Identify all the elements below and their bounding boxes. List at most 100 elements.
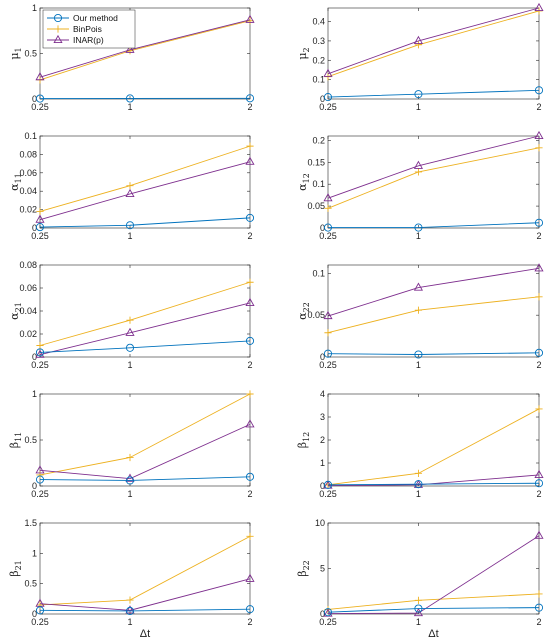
x-tick-label: 2 [536, 360, 541, 370]
y-axis-label: μ1 [8, 47, 23, 59]
data-point-binpois [246, 278, 254, 286]
data-point-binpois [324, 329, 332, 337]
subplot-b21: 0 0.5 1 1.5 0.25 1 2 β21 [8, 518, 255, 627]
axes-box [327, 264, 540, 358]
data-point-inarp [245, 14, 255, 23]
data-point-inarp [413, 35, 423, 44]
x-tick-label: 1 [416, 360, 421, 370]
y-tick-label: 4 [320, 389, 325, 399]
x-tick-label: 0.25 [31, 360, 49, 370]
data-point-inarp [413, 282, 423, 291]
y-tick-label: 0.5 [24, 579, 37, 589]
x-tick-label: 2 [247, 231, 252, 241]
data-point-inarp [35, 214, 45, 223]
data-point-binpois [246, 390, 254, 398]
x-tick-label: 1 [127, 102, 132, 112]
y-tick-label: 0.2 [312, 135, 325, 145]
x-tick-label: 0.25 [319, 102, 337, 112]
data-point-ourmethod [414, 90, 423, 99]
legend-marker [53, 13, 63, 23]
y-tick-label: 0 [320, 352, 325, 362]
data-point-binpois [535, 590, 543, 598]
data-point-binpois [126, 316, 134, 324]
y-axis-label: α11 [8, 173, 23, 191]
x-tick-label: 1 [416, 102, 421, 112]
data-point-binpois [126, 453, 134, 462]
y-tick-label: 0 [320, 609, 325, 619]
x-tick-label: 2 [536, 231, 541, 241]
data-point-binpois [414, 306, 423, 314]
data-point-inarp [35, 349, 45, 358]
y-tick-label: 1 [32, 389, 37, 399]
y-axis-label: α12 [296, 173, 311, 191]
data-point-ourmethod [414, 350, 423, 359]
y-tick-label: 0.04 [19, 306, 37, 316]
subplot-mu2: 0 0.1 0.2 0.3 0.4 0.25 1 2 μ2 [296, 2, 544, 112]
x-tick-label: 1 [127, 360, 132, 370]
y-tick-label: 0.02 [19, 205, 37, 215]
axes-box [327, 522, 540, 615]
x-tick-label: 1 [416, 489, 421, 499]
data-point-ourmethod [534, 603, 544, 612]
series-line-ourmethod [328, 222, 540, 229]
data-point-binpois [36, 341, 44, 350]
subplot-b22: 0 5 10 0.25 1 2 β22 [296, 518, 544, 627]
series-line-ourmethod [327, 607, 540, 613]
data-point-ourmethod [414, 604, 423, 613]
legend-entry-label: INAR(p) [73, 35, 104, 45]
y-tick-label: 0 [320, 481, 325, 491]
x-tick-label: 2 [536, 489, 541, 499]
axes-box [39, 264, 251, 358]
subplot-b11: 0 0.5 1 0.25 1 2 β11 [8, 389, 255, 499]
data-point-ourmethod [125, 343, 135, 352]
y-tick-label: 0.5 [24, 435, 37, 445]
data-point-ourmethod [323, 223, 333, 232]
y-tick-label: 1 [320, 458, 325, 468]
data-point-inarp [534, 530, 544, 539]
data-point-inarp [125, 605, 135, 614]
y-tick-label: 0.08 [19, 260, 37, 270]
data-point-binpois [535, 144, 543, 152]
x-tick-label: 2 [536, 102, 541, 112]
data-point-inarp [125, 327, 135, 336]
data-point-inarp [245, 156, 255, 165]
data-point-ourmethod [125, 94, 135, 103]
data-point-inarp [323, 193, 333, 202]
subplot-b12: 0 1 2 3 4 0.25 1 2 β12 [296, 389, 544, 499]
x-tick-label: 1 [127, 617, 132, 627]
x-tick-label: 2 [247, 489, 252, 499]
y-tick-label: 0 [32, 352, 37, 362]
y-axis-label: β12 [296, 432, 311, 449]
y-tick-label: 3 [320, 412, 325, 422]
y-tick-label: 0.3 [312, 36, 325, 46]
series-line-ourmethod [39, 217, 251, 228]
y-tick-label: 0.06 [19, 283, 37, 293]
series-line-inarp [39, 423, 251, 480]
x-tick-label: 1 [127, 489, 132, 499]
y-axis-label: β11 [8, 432, 23, 449]
axes-box [39, 135, 251, 229]
y-axis-label: α21 [8, 302, 23, 320]
x-tick-label: 0.25 [31, 617, 49, 627]
data-point-inarp [125, 188, 135, 198]
y-tick-label: 0 [32, 481, 37, 491]
y-tick-label: 0 [32, 94, 37, 104]
y-tick-label: 0.02 [19, 329, 37, 339]
data-point-inarp [534, 130, 544, 140]
y-tick-label: 0 [320, 94, 325, 104]
data-point-ourmethod [35, 348, 45, 357]
x-tick-label: 1 [416, 231, 421, 241]
data-point-ourmethod [125, 606, 135, 616]
y-tick-label: 0 [32, 609, 37, 619]
data-point-ourmethod [414, 480, 423, 489]
data-point-inarp [323, 310, 333, 320]
y-tick-label: 0.1 [312, 179, 325, 189]
subplot-a21: 0 0.02 0.04 0.06 0.08 0.25 1 2 α21 [8, 260, 255, 370]
subplot-a22: 0 0.05 0.1 0.25 1 2 α22 [296, 263, 544, 370]
data-point-binpois [126, 182, 134, 190]
y-tick-label: 0.1 [312, 75, 325, 85]
y-tick-label: 0.1 [24, 131, 37, 141]
data-point-inarp [534, 263, 544, 272]
